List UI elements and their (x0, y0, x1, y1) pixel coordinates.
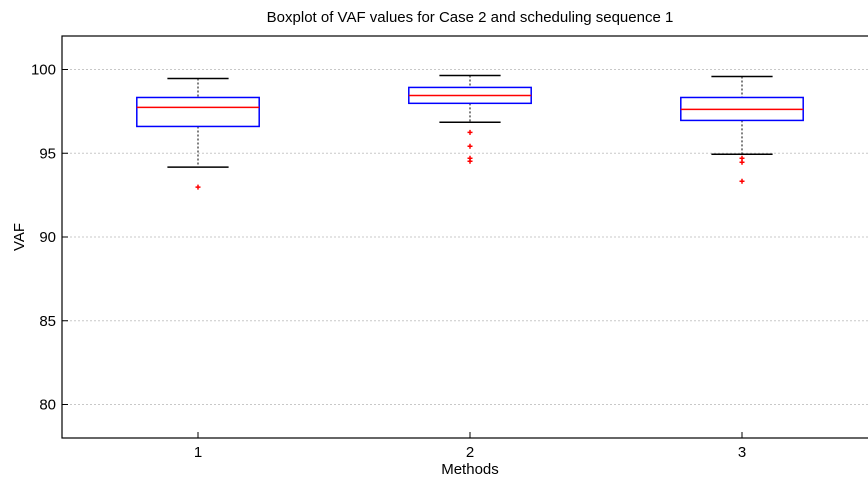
y-axis-label: VAF (11, 223, 28, 251)
y-tick-label: 80 (39, 397, 56, 414)
y-tick-label: 95 (39, 145, 56, 162)
x-tick-label: 2 (466, 444, 474, 461)
chart-title: Boxplot of VAF values for Case 2 and sch… (267, 9, 674, 26)
flier (467, 129, 473, 135)
flier (739, 159, 745, 165)
y-tick-label: 85 (39, 313, 56, 330)
y-tick-label: 90 (39, 229, 56, 246)
flier (467, 158, 473, 164)
flier (467, 143, 473, 149)
x-tick-label: 3 (738, 444, 746, 461)
x-tick-label: 1 (194, 444, 202, 461)
y-tick-label: 100 (31, 62, 56, 79)
flier (195, 184, 201, 190)
flier (739, 178, 745, 184)
box (136, 96, 260, 128)
x-axis-label: Methods (441, 461, 499, 478)
